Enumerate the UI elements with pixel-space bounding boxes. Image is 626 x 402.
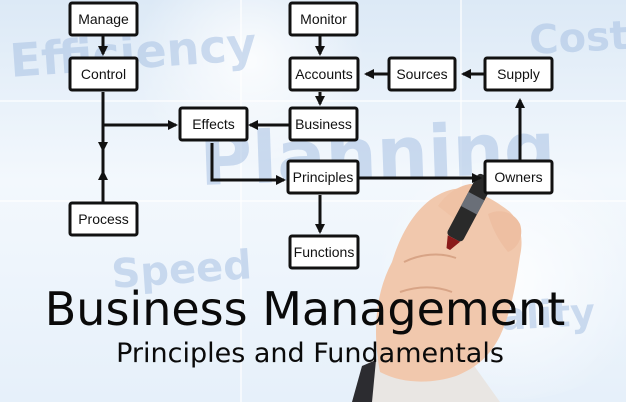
node-control: Control [68,56,139,92]
node-manage: Manage [68,1,139,37]
node-control-label: Control [81,66,126,82]
background-panel-line [0,100,626,102]
node-accounts: Accounts [288,56,360,92]
finger-shadow [399,286,453,293]
node-sources: Sources [387,56,457,92]
node-functions: Functions [288,234,360,270]
node-sources-label: Sources [396,66,447,82]
thumb [488,211,522,252]
node-supply: Supply [483,56,554,92]
node-owners-label: Owners [494,169,542,185]
node-owners: Owners [483,159,554,195]
marker-pen [446,173,494,251]
node-principles: Principles [286,159,360,195]
finger-shadow [403,253,457,263]
node-process-label: Process [78,211,129,227]
subtitle: Principles and Fundamentals [116,338,504,369]
edge-effects-to-principles [210,143,286,185]
background-panel-line [0,200,626,202]
marker-tip [446,235,461,251]
node-effects: Effects [178,106,249,142]
node-monitor: Monitor [288,1,359,37]
node-business: Business [288,106,359,142]
node-manage-label: Manage [78,11,129,27]
hand [376,188,522,382]
node-principles-label: Principles [293,169,354,185]
sleeve-dark [352,360,376,402]
node-accounts-label: Accounts [295,66,353,82]
main-title: Business Management [44,282,566,336]
node-effects-label: Effects [192,116,235,132]
node-process: Process [68,201,139,237]
marker-band [460,191,485,215]
node-monitor-label: Monitor [300,11,347,27]
node-business-label: Business [295,116,352,132]
node-supply-label: Supply [497,66,540,82]
background-panel-line [240,0,242,402]
node-functions-label: Functions [294,244,355,260]
